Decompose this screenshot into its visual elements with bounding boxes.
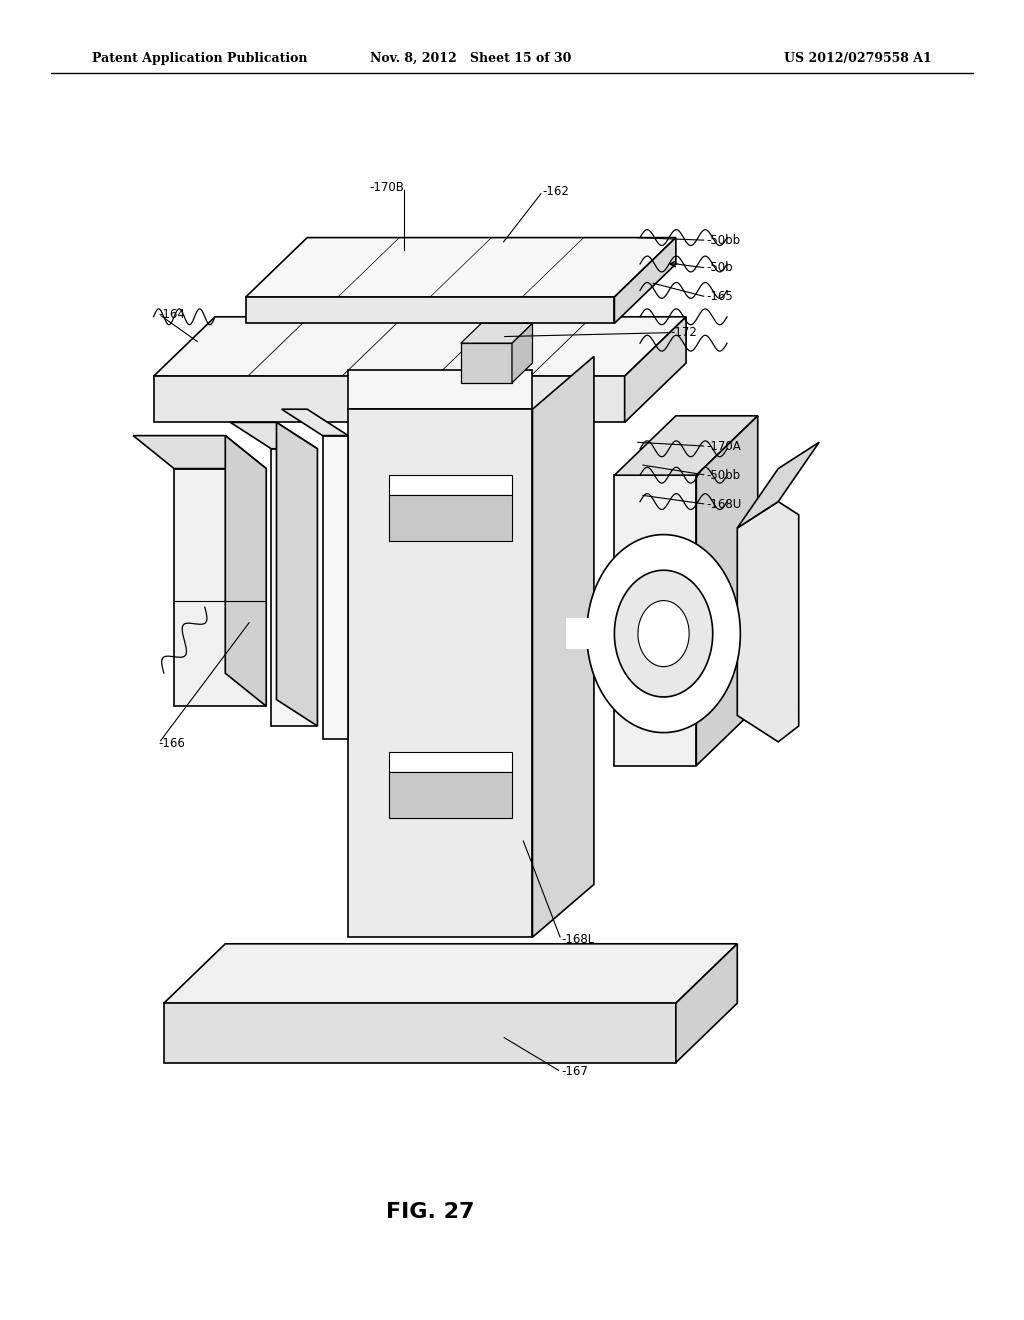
- Polygon shape: [461, 323, 532, 343]
- Polygon shape: [625, 317, 686, 422]
- Polygon shape: [676, 944, 737, 1063]
- Polygon shape: [737, 442, 819, 528]
- Polygon shape: [174, 469, 266, 706]
- Polygon shape: [512, 323, 532, 383]
- Polygon shape: [133, 436, 266, 469]
- Polygon shape: [461, 343, 512, 383]
- Polygon shape: [154, 376, 625, 422]
- Polygon shape: [532, 356, 594, 937]
- Text: US 2012/0279558 A1: US 2012/0279558 A1: [784, 51, 932, 65]
- Text: -50b: -50b: [707, 261, 733, 275]
- Text: -172: -172: [671, 326, 697, 339]
- Text: -162: -162: [543, 185, 569, 198]
- Polygon shape: [389, 752, 512, 772]
- Text: FIG. 27: FIG. 27: [386, 1201, 474, 1222]
- Text: -50bb: -50bb: [707, 234, 740, 247]
- Polygon shape: [348, 370, 532, 409]
- Polygon shape: [164, 1003, 676, 1063]
- Text: -170A: -170A: [707, 440, 741, 453]
- Text: -167: -167: [561, 1065, 588, 1078]
- Polygon shape: [614, 475, 696, 766]
- Polygon shape: [154, 317, 686, 376]
- Text: -170B: -170B: [370, 181, 404, 194]
- Polygon shape: [737, 502, 799, 742]
- Polygon shape: [614, 416, 758, 475]
- Text: -166: -166: [159, 737, 185, 750]
- Text: -50bb: -50bb: [707, 469, 740, 482]
- Polygon shape: [323, 436, 348, 739]
- Polygon shape: [164, 944, 737, 1003]
- Text: Nov. 8, 2012   Sheet 15 of 30: Nov. 8, 2012 Sheet 15 of 30: [371, 51, 571, 65]
- Text: -168L: -168L: [561, 933, 594, 946]
- Polygon shape: [246, 297, 614, 323]
- Polygon shape: [614, 570, 713, 697]
- Polygon shape: [230, 422, 317, 449]
- Polygon shape: [389, 772, 512, 818]
- Polygon shape: [276, 422, 317, 726]
- Polygon shape: [246, 238, 676, 297]
- Polygon shape: [614, 238, 676, 323]
- Polygon shape: [389, 495, 512, 541]
- Polygon shape: [348, 409, 532, 937]
- Text: Patent Application Publication: Patent Application Publication: [92, 51, 307, 65]
- Polygon shape: [225, 436, 266, 706]
- Polygon shape: [389, 475, 512, 495]
- Polygon shape: [282, 409, 348, 436]
- Polygon shape: [271, 449, 317, 726]
- Polygon shape: [587, 535, 740, 733]
- Text: -165: -165: [707, 290, 733, 304]
- Polygon shape: [566, 618, 597, 649]
- Polygon shape: [638, 601, 689, 667]
- Polygon shape: [696, 416, 758, 766]
- Text: -168U: -168U: [707, 498, 741, 511]
- Text: -164: -164: [159, 308, 185, 321]
